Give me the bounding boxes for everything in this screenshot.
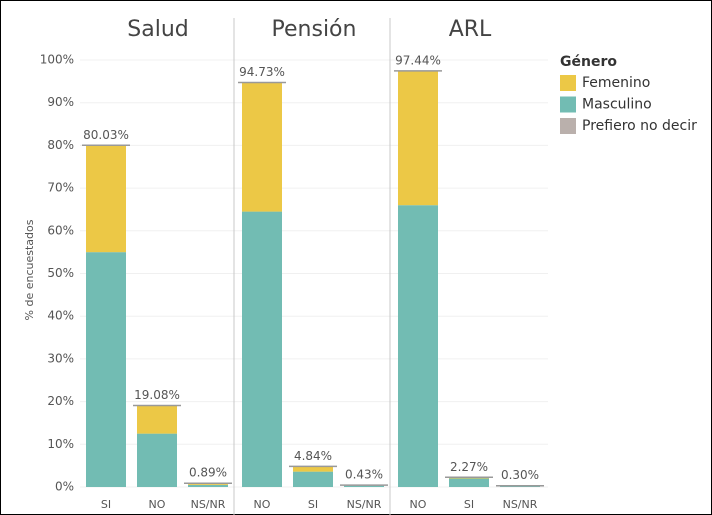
bar-segment [449,478,489,487]
total-label: 0.30% [501,468,539,482]
bar-segment [398,70,438,206]
y-tick-label: 30% [47,351,74,365]
y-tick-label: 70% [47,181,74,195]
total-label: 2.27% [450,460,488,474]
total-label: 97.44% [395,53,441,67]
legend-label: Masculino [582,97,652,113]
legend-label: Prefiero no decir [582,118,697,134]
total-label: 0.89% [189,466,227,480]
bar-segment [86,145,126,253]
bar-segment [188,484,228,485]
total-label: 19.08% [134,388,180,402]
y-tick-label: 50% [47,266,74,280]
bar-segment [137,405,177,434]
y-axis-label: % de encuestados [23,219,36,320]
legend-swatch [560,118,576,134]
x-tick-label: NS/NR [347,498,382,511]
total-label: 4.84% [294,449,332,463]
x-tick-label: NO [254,498,271,511]
legend-swatch [560,96,576,113]
bar-segment [344,485,384,487]
legend-label: Femenino [582,75,650,91]
x-tick-label: SI [101,498,111,511]
bar-segment [398,205,438,487]
bar-segment [137,433,177,487]
total-label: 0.43% [345,468,383,482]
panel-title: ARL [449,17,492,42]
x-tick-label: NO [410,498,427,511]
legend-swatch [560,75,576,91]
x-tick-label: NO [149,498,166,511]
panel-title: Pensión [272,17,357,42]
y-tick-label: 0% [55,480,74,494]
panel-title: Salud [127,17,188,42]
bar-segment [188,484,228,487]
total-label: 80.03% [83,128,129,142]
bar-segment [242,82,282,212]
x-tick-label: SI [308,498,318,511]
y-tick-label: 80% [47,138,74,152]
y-tick-label: 90% [47,95,74,109]
bar-segment [293,466,333,472]
y-tick-label: 100% [40,53,74,67]
x-tick-label: NS/NR [503,498,538,511]
y-tick-label: 10% [47,437,74,451]
bar-segment [86,252,126,487]
legend-title: Género [560,54,617,70]
x-tick-label: NS/NR [191,498,226,511]
y-tick-label: 20% [47,394,74,408]
bar-segment [242,211,282,487]
bar-segment [293,471,333,487]
y-tick-label: 40% [47,309,74,323]
bar-segment [500,486,540,487]
total-label: 94.73% [239,65,285,79]
y-tick-label: 60% [47,223,74,237]
x-tick-label: SI [464,498,474,511]
